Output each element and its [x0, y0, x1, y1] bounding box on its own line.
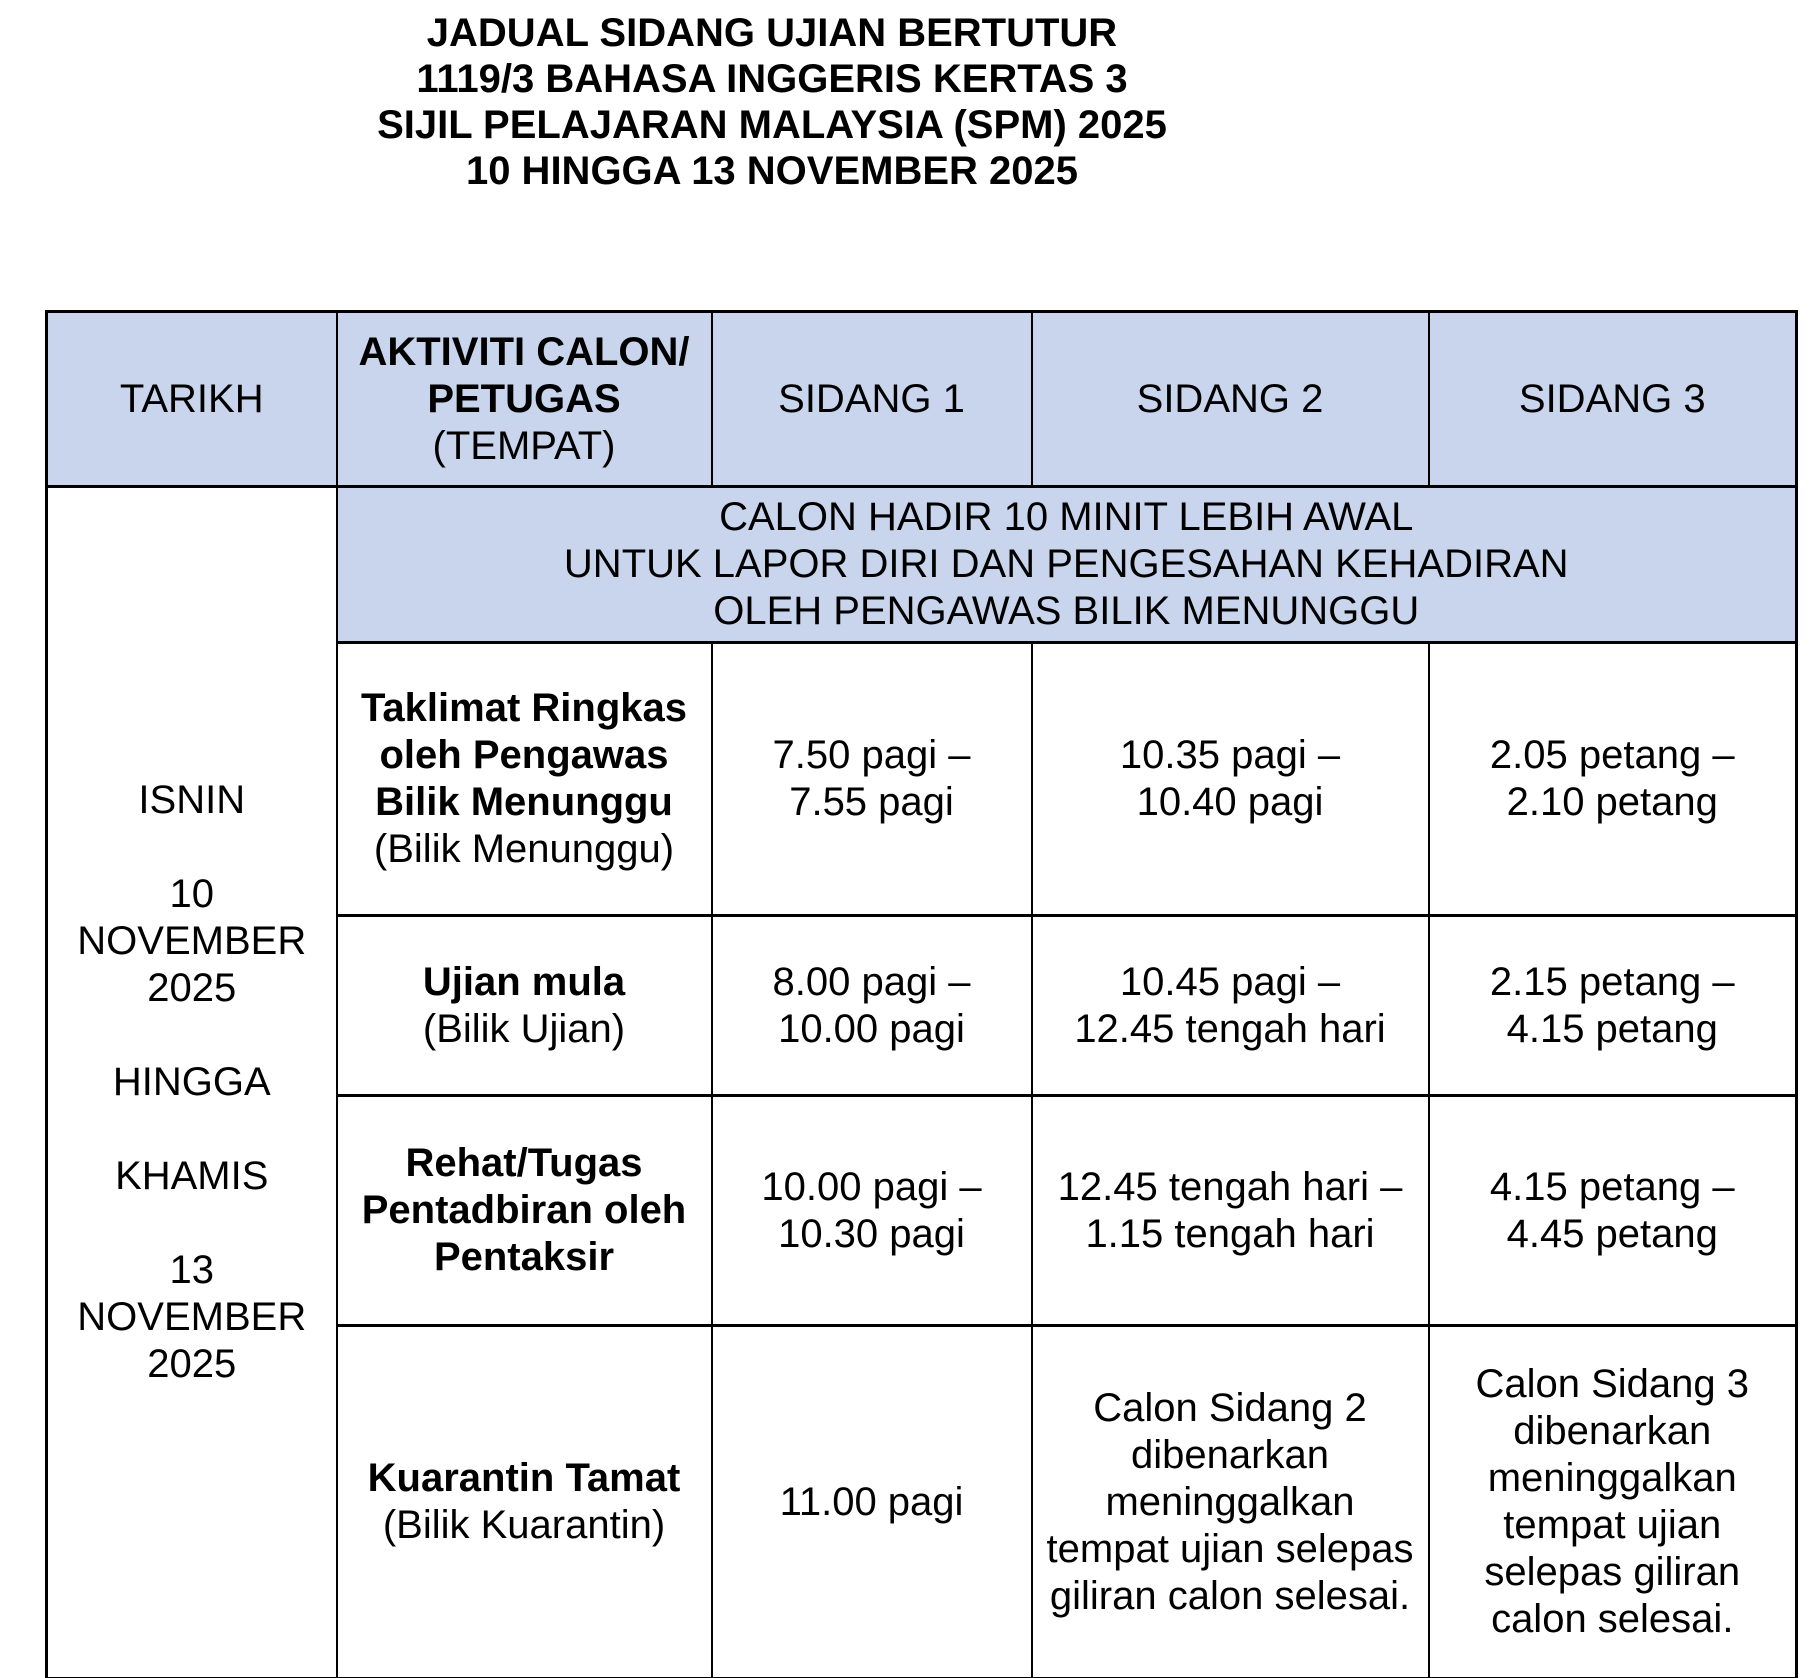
activity-place: (Bilik Menunggu): [373, 827, 675, 871]
document-title: JADUAL SIDANG UJIAN BERTUTUR 1119/3 BAHA…: [0, 10, 1544, 194]
header-sidang-2: SIDANG 2: [1030, 310, 1430, 488]
time-cell-sidang2: 10.35 pagi – 10.40 pagi: [1030, 641, 1430, 917]
activity-cell: Taklimat Ringkas oleh Pengawas Bilik Men…: [335, 641, 713, 917]
tarikh-cell: ISNIN 10 NOVEMBER 2025 HINGGA KHAMIS 13 …: [45, 485, 338, 1678]
banner-cell: CALON HADIR 10 MINIT LEBIH AWAL UNTUK LA…: [335, 485, 1798, 644]
time-cell-sidang3: 4.15 petang – 4.45 petang: [1427, 1094, 1798, 1327]
activity-cell: Ujian mula (Bilik Ujian): [335, 914, 713, 1097]
title-line-2: 1119/3 BAHASA INGGERIS KERTAS 3: [416, 57, 1128, 101]
title-line-1: JADUAL SIDANG UJIAN BERTUTUR: [426, 11, 1118, 55]
table-row-ujian-mula: Ujian mula (Bilik Ujian) 8.00 pagi – 10.…: [47, 914, 1798, 1097]
header-aktiviti-label: AKTIVITI CALON/ PETUGAS: [358, 329, 690, 421]
title-line-3: SIJIL PELAJARAN MALAYSIA (SPM) 2025: [377, 103, 1167, 147]
activity-label: Taklimat Ringkas oleh Pengawas Bilik Men…: [360, 686, 688, 824]
title-line-4: 10 HINGGA 13 NOVEMBER 2025: [465, 149, 1079, 193]
table-row-taklimat: Taklimat Ringkas oleh Pengawas Bilik Men…: [47, 641, 1798, 917]
header-tarikh: TARIKH: [45, 310, 338, 488]
header-aktiviti: AKTIVITI CALON/ PETUGAS (TEMPAT): [335, 310, 713, 488]
note-cell-sidang2: Calon Sidang 2 dibenarkan meninggalkan t…: [1030, 1324, 1430, 1678]
time-cell-sidang3: 2.05 petang – 2.10 petang: [1427, 641, 1798, 917]
activity-place: (Bilik Kuarantin): [382, 1503, 666, 1547]
activity-label: Ujian mula: [422, 959, 626, 1004]
time-cell-sidang3: 2.15 petang – 4.15 petang: [1427, 914, 1798, 1097]
activity-label: Kuarantin Tamat: [367, 1456, 681, 1500]
header-aktiviti-note: (TEMPAT): [432, 423, 616, 468]
time-cell-sidang1: 8.00 pagi – 10.00 pagi: [710, 914, 1033, 1097]
header-sidang-3: SIDANG 3: [1427, 310, 1798, 488]
time-cell-sidang2: 12.45 tengah hari – 1.15 tengah hari: [1030, 1094, 1430, 1327]
schedule-table: TARIKH AKTIVITI CALON/ PETUGAS (TEMPAT) …: [45, 310, 1798, 1678]
activity-cell: Kuarantin Tamat (Bilik Kuarantin): [335, 1324, 713, 1678]
time-cell-sidang1: 7.50 pagi – 7.55 pagi: [710, 641, 1033, 917]
activity-place: (Bilik Ujian): [422, 1006, 626, 1051]
banner-row: ISNIN 10 NOVEMBER 2025 HINGGA KHAMIS 13 …: [45, 485, 1798, 1678]
activity-cell: Rehat/Tugas Pentadbiran oleh Pentaksir: [335, 1094, 713, 1327]
table-row-kuarantin: Kuarantin Tamat (Bilik Kuarantin) 11.00 …: [47, 1324, 1798, 1678]
activity-label: Rehat/Tugas Pentadbiran oleh Pentaksir: [361, 1141, 687, 1279]
header-sidang-1: SIDANG 1: [710, 310, 1033, 488]
time-cell-sidang1: 11.00 pagi: [710, 1324, 1033, 1678]
table-row-rehat: Rehat/Tugas Pentadbiran oleh Pentaksir 1…: [47, 1094, 1798, 1327]
time-cell-sidang1: 10.00 pagi – 10.30 pagi: [710, 1094, 1033, 1327]
header-row: TARIKH AKTIVITI CALON/ PETUGAS (TEMPAT) …: [45, 310, 1798, 488]
time-cell-sidang2: 10.45 pagi – 12.45 tengah hari: [1030, 914, 1430, 1097]
note-cell-sidang3: Calon Sidang 3 dibenarkan meninggalkan t…: [1427, 1324, 1798, 1678]
